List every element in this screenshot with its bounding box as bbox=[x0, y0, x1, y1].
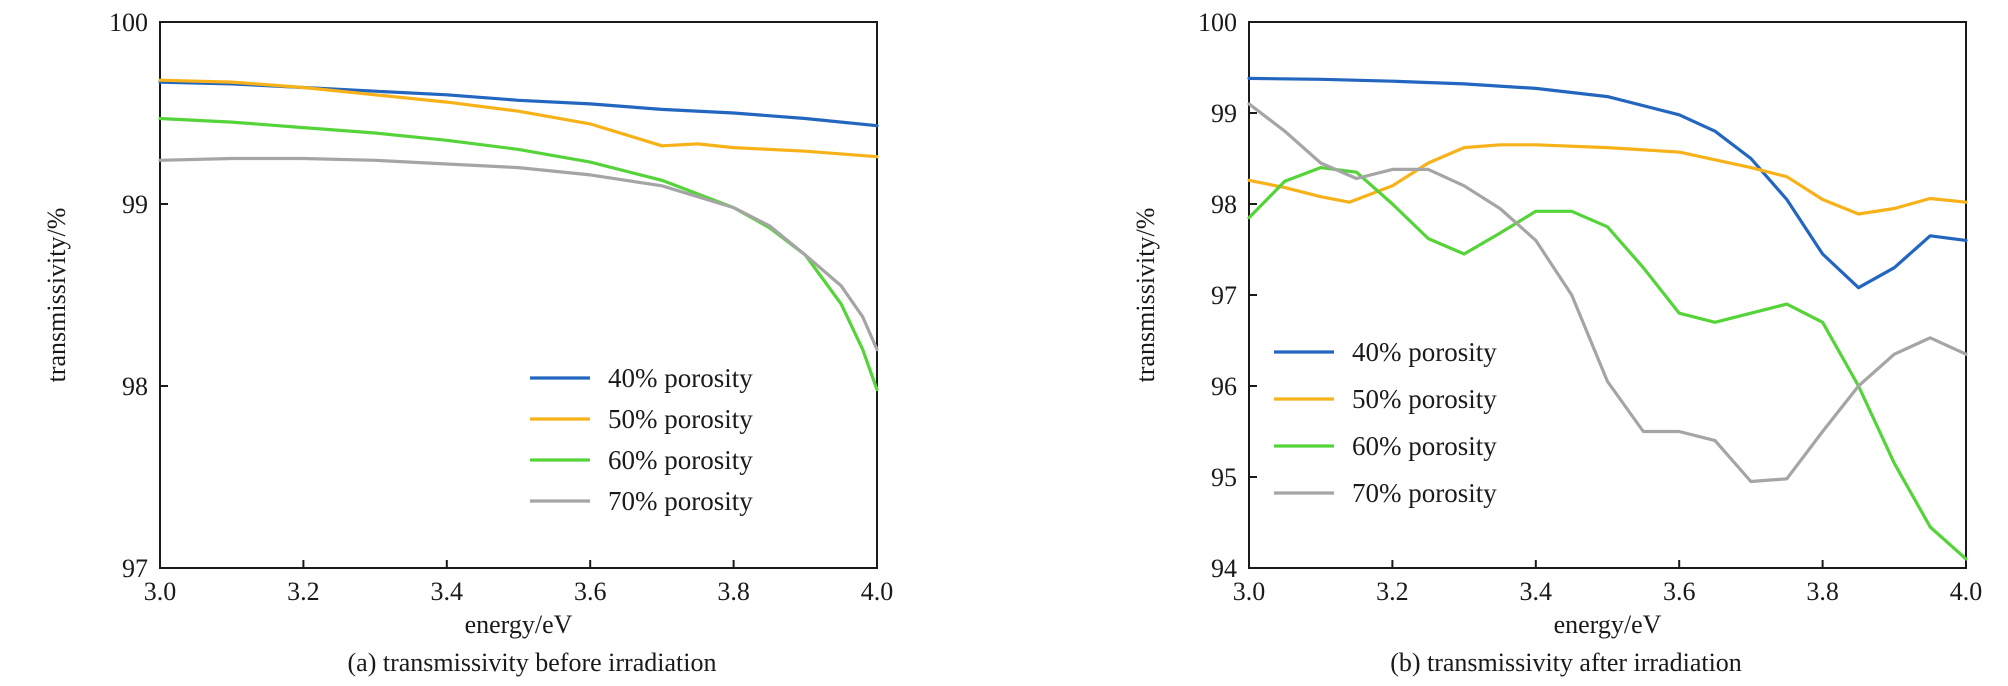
y-tick-label: 100 bbox=[1198, 8, 1237, 37]
legend-label: 60% porosity bbox=[608, 445, 753, 475]
legend-label: 50% porosity bbox=[608, 404, 753, 434]
x-tick-label: 3.6 bbox=[574, 577, 607, 606]
y-tick-label: 96 bbox=[1211, 372, 1237, 401]
y-tick-label: 98 bbox=[122, 372, 148, 401]
legend-label: 70% porosity bbox=[608, 486, 753, 516]
series-line-70-porosity bbox=[158, 156, 879, 352]
plot-frame bbox=[159, 21, 878, 569]
x-tick-label: 3.2 bbox=[287, 577, 320, 606]
x-tick-label: 3.0 bbox=[1233, 577, 1266, 606]
y-tick-label: 97 bbox=[122, 554, 148, 583]
x-tick-label: 4.0 bbox=[1950, 577, 1983, 606]
x-tick-label: 3.6 bbox=[1663, 577, 1696, 606]
y-tick-label: 100 bbox=[109, 8, 148, 37]
legend-label: 40% porosity bbox=[608, 363, 753, 393]
series-line-40-porosity bbox=[1247, 76, 1968, 290]
x-tick-label: 4.0 bbox=[861, 577, 894, 606]
chart-panel-a: 3.0 3.2 3.4 3.6 3.8 4.0 97 98 99 100 energy/eV tran… bbox=[42, 8, 894, 677]
series-line-50-porosity bbox=[158, 78, 879, 159]
y-tick-label: 97 bbox=[1211, 281, 1237, 310]
legend-label: 40% porosity bbox=[1352, 337, 1497, 367]
chart-a-caption: (a) transmissivity before irradiation bbox=[347, 648, 717, 677]
y-tick-label: 98 bbox=[1211, 190, 1237, 219]
series-line-70-porosity bbox=[1247, 102, 1968, 484]
legend-label: 50% porosity bbox=[1352, 384, 1497, 414]
x-tick-label: 3.8 bbox=[1806, 577, 1839, 606]
x-tick-label: 3.4 bbox=[1520, 577, 1553, 606]
x-axis-label: energy/eV bbox=[1554, 610, 1662, 639]
x-tick-label: 3.8 bbox=[717, 577, 750, 606]
series-line-40-porosity bbox=[158, 80, 879, 128]
x-axis-label: energy/eV bbox=[465, 610, 573, 639]
legend-label: 70% porosity bbox=[1352, 478, 1497, 508]
y-tick-label: 99 bbox=[1211, 99, 1237, 128]
x-tick-label: 3.4 bbox=[431, 577, 464, 606]
y-tick-label: 94 bbox=[1211, 554, 1237, 583]
chart-a-svg: 3.0 3.2 3.4 3.6 3.8 4.0 97 98 99 100 energy/eV tran… bbox=[42, 8, 894, 639]
chart-panel-b: 3.0 3.2 3.4 3.6 3.8 4.0 94 95 96 97 98 99 100 energy/… bbox=[1004, 0, 2008, 686]
x-tick-label: 3.0 bbox=[144, 577, 177, 606]
chart-b-caption: (b) transmissivity after irradiation bbox=[1390, 648, 1742, 677]
x-tick-label: 3.2 bbox=[1376, 577, 1409, 606]
legend-label: 60% porosity bbox=[1352, 431, 1497, 461]
series-line-60-porosity bbox=[158, 116, 879, 392]
y-axis-label: transmissivity/% bbox=[42, 208, 71, 383]
y-axis-label: transmissivity/% bbox=[1131, 208, 1160, 383]
y-tick-label: 99 bbox=[122, 190, 148, 219]
chart-b-svg: 3.0 3.2 3.4 3.6 3.8 4.0 94 95 96 97 98 99 100 energy/… bbox=[1131, 8, 1983, 639]
series-line-50-porosity bbox=[1247, 143, 1968, 216]
series-line-60-porosity bbox=[1247, 166, 1968, 561]
y-tick-label: 95 bbox=[1211, 463, 1237, 492]
